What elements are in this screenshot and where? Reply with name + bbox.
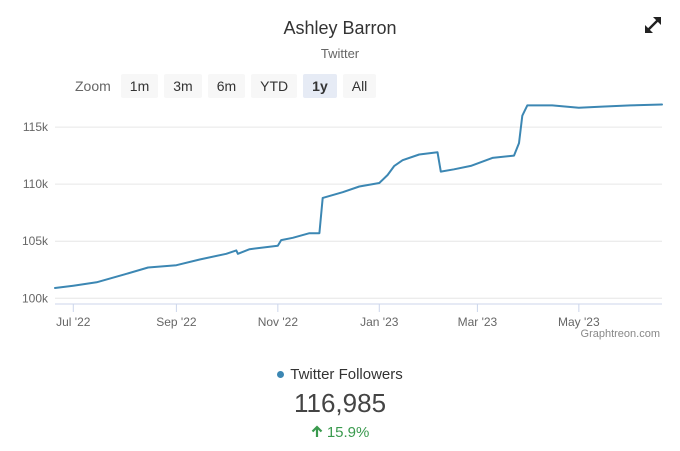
zoom-3m-button[interactable]: 3m (164, 74, 202, 98)
expand-arrows-icon[interactable] (642, 14, 664, 36)
legend-marker (277, 370, 285, 378)
zoom-1y-button[interactable]: 1y (303, 74, 337, 98)
grid-lines (55, 126, 662, 299)
x-tick-label: Mar '23 (458, 315, 498, 329)
chart-title: Ashley Barron (283, 18, 397, 38)
zoom-1m-button[interactable]: 1m (120, 74, 159, 98)
chart-subtitle: Twitter (320, 46, 360, 61)
change-value: 15.9% (326, 424, 370, 441)
zoom-bar: Zoom 1m 3m 6m YTD 1y All (75, 74, 377, 98)
y-tick-label: 105k (22, 234, 49, 248)
x-axis: Jul '22 Sep '22 Nov '22 Jan '23 Mar '23 May '… (55, 303, 662, 329)
x-tick-label: Sep '22 (156, 315, 197, 329)
zoom-label: Zoom (75, 78, 111, 94)
x-tick-label: Nov '22 (258, 315, 299, 329)
series-line-twitter-followers[interactable] (54, 103, 663, 289)
series-layer (54, 103, 663, 289)
arrow-up-icon (311, 424, 327, 441)
zoom-6m-button[interactable]: 6m (207, 74, 246, 98)
change-indicator: 15.9% (0, 424, 680, 441)
line-chart: Jul '22 Sep '22 Nov '22 Jan '23 Mar '23 May '… (22, 103, 663, 340)
y-tick-label: 100k (22, 291, 49, 305)
current-value: 116,985 (293, 388, 387, 418)
x-tick-label: Jan '23 (360, 315, 399, 329)
x-tick-label: Jul '22 (56, 315, 91, 329)
y-tick-label: 110k (23, 177, 49, 191)
y-axis: 100k 105k 110k 115k (22, 120, 49, 305)
legend-label: Twitter Followers (290, 366, 403, 383)
legend-item[interactable]: Twitter Followers (0, 366, 680, 383)
y-tick-label: 115k (23, 120, 49, 134)
zoom-all-button[interactable]: All (342, 74, 377, 98)
x-tick-label: May '23 (558, 315, 600, 329)
chart-credit[interactable]: Graphtreon.com (581, 328, 660, 340)
zoom-ytd-button[interactable]: YTD (251, 74, 298, 98)
